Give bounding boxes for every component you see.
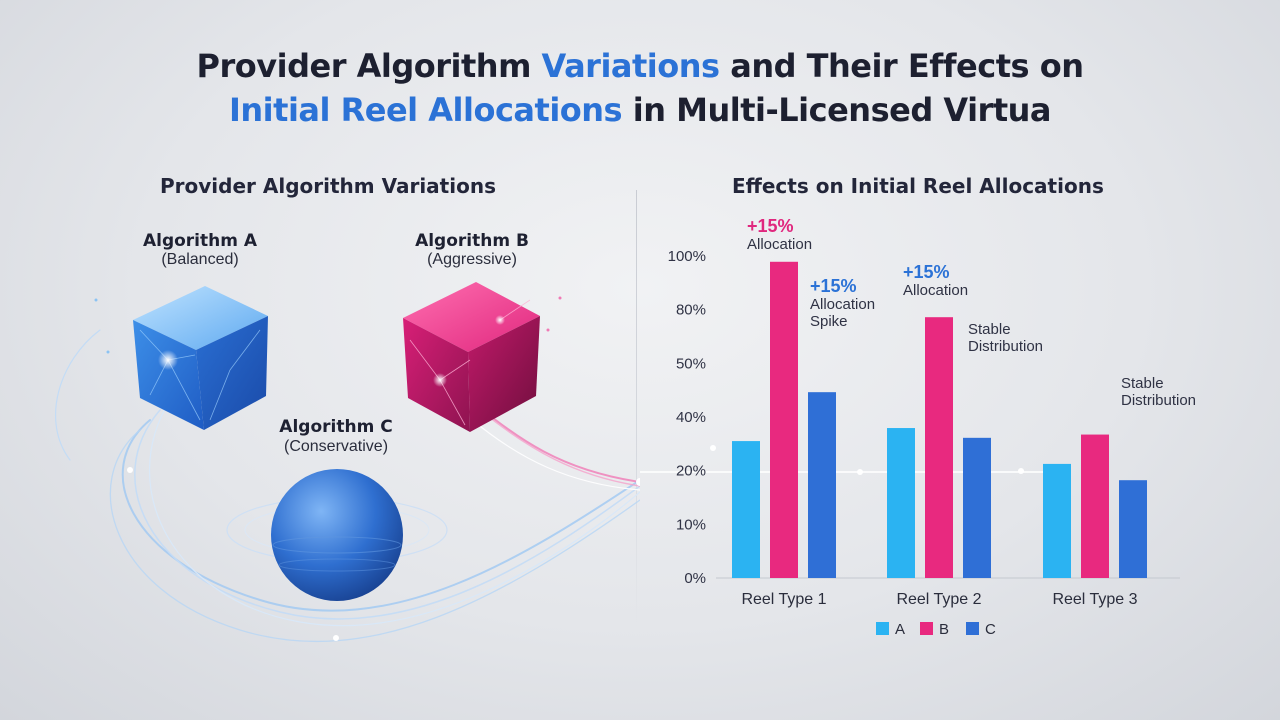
legend-label-b: B <box>939 621 949 638</box>
legend-swatch-b <box>920 622 933 635</box>
x-tick-label: Reel Type 2 <box>896 591 981 608</box>
bar-a-reel-1 <box>732 441 760 578</box>
algorithm-c-sphere <box>226 469 448 601</box>
y-tick-label: 10% <box>676 516 706 533</box>
algorithm-a-name: Algorithm A <box>142 231 258 251</box>
bar-a-reel-3 <box>1043 463 1071 578</box>
y-tick-label: 50% <box>676 355 706 372</box>
annotation-c-reel3: Stable Distribution <box>1121 375 1197 409</box>
legend-swatch-c <box>966 622 979 635</box>
title-line-1: Provider Algorithm Variations and Their … <box>196 47 1084 85</box>
annotation-b-reel1: +15% Allocation <box>747 216 813 253</box>
bar-b-reel-2 <box>925 317 953 578</box>
bar-c-reel-1 <box>808 392 836 578</box>
algorithm-a-cube <box>133 286 268 430</box>
x-axis: Reel Type 1 Reel Type 2 Reel Type 3 <box>741 591 1137 608</box>
legend-swatch-a <box>876 622 889 635</box>
legend-label-a: A <box>895 621 905 638</box>
annotation-b-reel2: +15% Allocation <box>903 262 969 299</box>
y-tick-label: 0% <box>684 570 706 587</box>
legend: A B C <box>876 621 996 638</box>
algorithm-a-desc: (Balanced) <box>161 251 239 268</box>
bar-b-reel-1 <box>770 261 798 578</box>
algorithm-c-desc: (Conservative) <box>283 438 389 455</box>
bar-b-reel-3 <box>1081 434 1109 578</box>
title-line-2: Initial Reel Allocations in Multi-Licens… <box>228 91 1052 129</box>
annotation-c-reel2: Stable Distribution <box>968 321 1044 355</box>
bars <box>732 261 1147 578</box>
algorithm-c-name: Algorithm C <box>279 417 393 437</box>
algorithm-b-desc: (Aggressive) <box>427 251 517 268</box>
x-tick-label: Reel Type 3 <box>1052 591 1137 608</box>
y-tick-label: 100% <box>668 248 706 265</box>
bar-c-reel-3 <box>1119 480 1147 578</box>
page-title: Provider Algorithm Variations and Their … <box>0 44 1280 132</box>
legend-label-c: C <box>985 621 996 638</box>
left-section-heading: Provider Algorithm Variations <box>160 174 496 198</box>
section-divider <box>636 190 637 630</box>
bar-a-reel-2 <box>887 428 915 578</box>
x-tick-label: Reel Type 1 <box>741 591 826 608</box>
chart-title: Effects on Initial Reel Allocations <box>732 174 1104 198</box>
algorithm-b-name: Algorithm B <box>415 231 529 251</box>
y-tick-label: 40% <box>676 409 706 426</box>
y-tick-label: 80% <box>676 302 706 319</box>
bar-c-reel-2 <box>963 437 991 578</box>
y-tick-label: 20% <box>676 463 706 480</box>
annotation-c-reel1: +15% Allocation Spike <box>810 276 876 330</box>
algorithm-illustration <box>55 282 640 643</box>
algorithm-b-cube <box>403 282 540 432</box>
